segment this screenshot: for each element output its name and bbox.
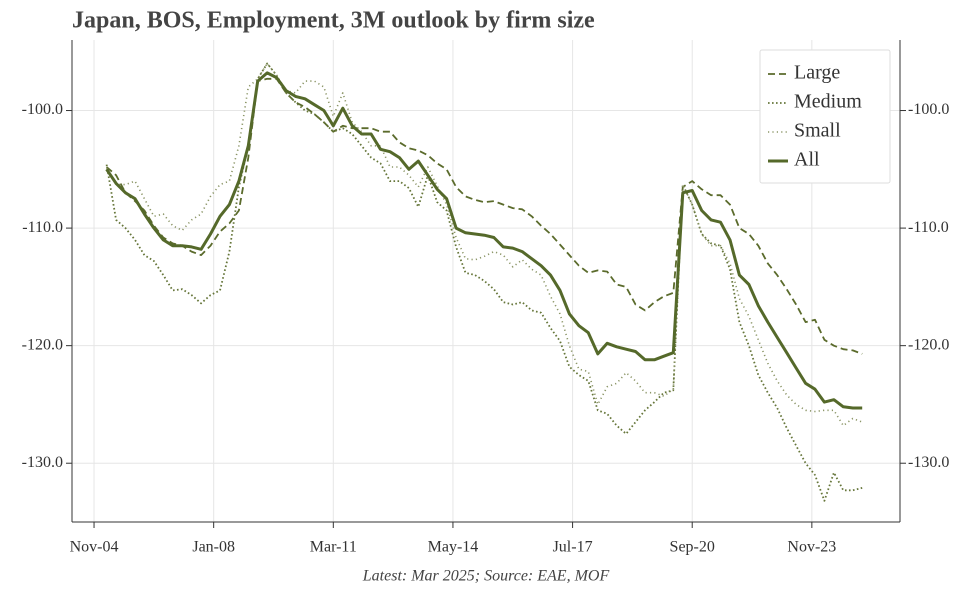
- legend-label: Medium: [794, 91, 862, 113]
- y2-tick-label: -130.0: [908, 454, 949, 471]
- y2-tick-label: -120.0: [908, 336, 949, 353]
- series-line: [105, 62, 863, 427]
- chart-title: Japan, BOS, Employment, 3M outlook by fi…: [72, 8, 595, 34]
- y-tick-label: -120.0: [22, 336, 63, 353]
- x-tick-label: Sep-20: [670, 539, 715, 556]
- legend-label: All: [794, 149, 820, 171]
- x-tick-label: May-14: [428, 539, 479, 556]
- x-tick-label: Nov-23: [787, 539, 836, 556]
- x-tick-label: Jan-08: [192, 539, 235, 556]
- source-note: Latest: Mar 2025; Source: EAE, MOF: [362, 568, 610, 585]
- y-tick-label: -130.0: [22, 454, 63, 471]
- legend-label: Large: [794, 62, 840, 84]
- series-line: [105, 71, 863, 410]
- x-tick-label: Nov-04: [70, 539, 119, 556]
- series-line: [106, 77, 863, 355]
- y2-tick-label: -110.0: [908, 219, 949, 236]
- legend-label: Small: [794, 120, 841, 142]
- x-tick-label: Jul-17: [553, 539, 593, 556]
- y-tick-label: -100.0: [22, 101, 63, 118]
- series-line: [105, 62, 863, 502]
- x-tick-label: Mar-11: [310, 539, 357, 556]
- y-tick-label: -110.0: [22, 219, 63, 236]
- legend-box: [759, 49, 891, 184]
- y2-tick-label: -100.0: [908, 101, 949, 118]
